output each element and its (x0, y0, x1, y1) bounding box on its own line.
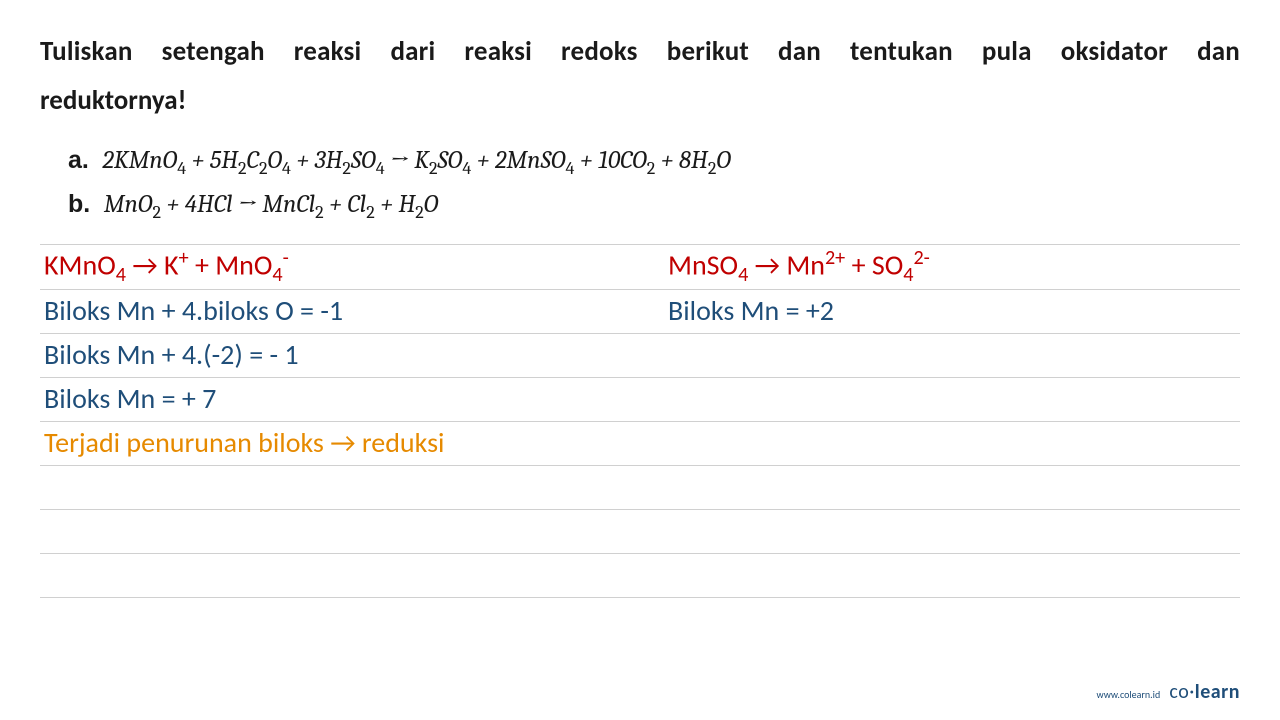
work-row-5-left: Terjadi penurunan biloks → reduksi (40, 424, 664, 462)
equation-b-formula: MnO2 + 4HCl → MnCl2 + Cl2 + H2O (104, 190, 439, 219)
footer-brand-bold: learn (1195, 680, 1240, 704)
question-title-line1: Tuliskan setengah reaksi dari reaksi red… (40, 28, 1240, 77)
footer-brand: co·learn (1169, 680, 1240, 704)
footer-brand-prefix: co· (1169, 680, 1194, 704)
work-row-5: Terjadi penurunan biloks → reduksi (40, 422, 1240, 466)
equation-list: a. 2KMnO4 + 5H2C2O4 + 3H2SO4 → K2SO4 + 2… (40, 143, 1240, 225)
work-row-6 (40, 466, 1240, 510)
work-row-4: Biloks Mn = + 7 (40, 378, 1240, 422)
equation-a-formula: 2KMnO4 + 5H2C2O4 + 3H2SO4 → K2SO4 + 2MnS… (102, 146, 731, 175)
work-row-7 (40, 510, 1240, 554)
footer: www.colearn.id co·learn (1097, 680, 1240, 704)
work-row-4-left: Biloks Mn = + 7 (40, 380, 664, 418)
work-row-2-right: Biloks Mn = +2 (664, 292, 1240, 330)
work-row-2-left: Biloks Mn + 4.biloks O = -1 (40, 292, 664, 330)
equation-a-label: a. (68, 146, 89, 174)
footer-url: www.colearn.id (1097, 688, 1161, 701)
equation-b-label: b. (68, 190, 90, 218)
equation-b: b. MnO2 + 4HCl → MnCl2 + Cl2 + H2O (68, 187, 1240, 225)
work-row-1-left: KMnO4 → K+ + MnO4- (40, 245, 664, 289)
work-row-2: Biloks Mn + 4.biloks O = -1 Biloks Mn = … (40, 290, 1240, 334)
work-row-1: KMnO4 → K+ + MnO4- MnSO4 → Mn2+ + SO42- (40, 244, 1240, 290)
work-row-3: Biloks Mn + 4.(-2) = - 1 (40, 334, 1240, 378)
equation-a: a. 2KMnO4 + 5H2C2O4 + 3H2SO4 → K2SO4 + 2… (68, 143, 1240, 181)
work-row-1-right: MnSO4 → Mn2+ + SO42- (664, 245, 1240, 289)
question-title-line2: reduktornya! (40, 77, 1240, 126)
work-area: KMnO4 → K+ + MnO4- MnSO4 → Mn2+ + SO42- … (40, 244, 1240, 598)
work-row-8 (40, 554, 1240, 598)
work-row-3-left: Biloks Mn + 4.(-2) = - 1 (40, 336, 664, 374)
